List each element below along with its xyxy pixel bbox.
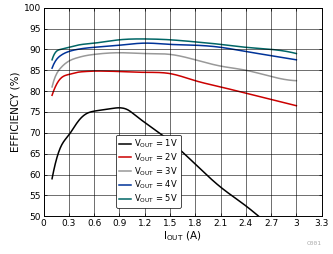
V$_{OUT}$ = 2V (196, 80, 200, 83)
V$_{OUT}$ = 5V (294, 52, 298, 55)
V$_{OUT}$ = 4V (195, 44, 199, 47)
V$_{OUT}$ = 5V (257, 47, 261, 50)
V$_{OUT}$ = 4V (50, 67, 54, 70)
V$_{OUT}$ = 1V (294, 244, 298, 247)
V$_{OUT}$ = 1V (257, 215, 261, 218)
V$_{OUT}$ = 1V (196, 166, 200, 169)
Text: C001: C001 (307, 241, 322, 246)
V$_{OUT}$ = 2V (257, 95, 261, 98)
V$_{OUT}$ = 4V (200, 44, 204, 47)
V$_{OUT}$ = 4V (272, 55, 276, 58)
V$_{OUT}$ = 5V (195, 41, 199, 44)
V$_{OUT}$ = 5V (51, 56, 55, 59)
V$_{OUT}$ = 4V (294, 58, 298, 61)
V$_{OUT}$ = 2V (294, 104, 298, 107)
Line: V$_{OUT}$ = 3V: V$_{OUT}$ = 3V (52, 53, 296, 87)
Line: V$_{OUT}$ = 4V: V$_{OUT}$ = 4V (52, 43, 296, 68)
V$_{OUT}$ = 1V (117, 106, 121, 109)
V$_{OUT}$ = 3V (195, 59, 199, 62)
V$_{OUT}$ = 5V (196, 41, 200, 44)
V$_{OUT}$ = 3V (196, 59, 200, 62)
V$_{OUT}$ = 4V (196, 44, 200, 47)
V$_{OUT}$ = 2V (51, 91, 55, 94)
V$_{OUT}$ = 3V (50, 85, 54, 88)
V$_{OUT}$ = 5V (272, 48, 276, 51)
V$_{OUT}$ = 2V (272, 99, 276, 102)
V$_{OUT}$ = 5V (138, 37, 142, 40)
V$_{OUT}$ = 3V (200, 60, 204, 63)
V$_{OUT}$ = 3V (118, 51, 122, 54)
V$_{OUT}$ = 3V (257, 72, 261, 75)
V$_{OUT}$ = 1V (50, 177, 54, 180)
V$_{OUT}$ = 4V (51, 65, 55, 68)
Line: V$_{OUT}$ = 1V: V$_{OUT}$ = 1V (52, 108, 296, 245)
Line: V$_{OUT}$ = 5V: V$_{OUT}$ = 5V (52, 39, 296, 60)
V$_{OUT}$ = 5V (50, 58, 54, 61)
V$_{OUT}$ = 2V (50, 94, 54, 97)
Legend: V$_{OUT}$ = 1V, V$_{OUT}$ = 2V, V$_{OUT}$ = 3V, V$_{OUT}$ = 4V, V$_{OUT}$ = 5V: V$_{OUT}$ = 1V, V$_{OUT}$ = 2V, V$_{OUT}… (116, 135, 180, 208)
V$_{OUT}$ = 1V (272, 228, 276, 231)
Line: V$_{OUT}$ = 2V: V$_{OUT}$ = 2V (52, 71, 296, 106)
V$_{OUT}$ = 2V (96, 70, 100, 73)
X-axis label: I$_{OUT}$ (A): I$_{OUT}$ (A) (164, 229, 202, 243)
Y-axis label: EFFICIENCY (%): EFFICIENCY (%) (11, 72, 21, 152)
V$_{OUT}$ = 2V (195, 80, 199, 83)
V$_{OUT}$ = 4V (144, 42, 148, 45)
V$_{OUT}$ = 3V (51, 82, 55, 85)
V$_{OUT}$ = 3V (272, 76, 276, 79)
V$_{OUT}$ = 5V (200, 41, 204, 44)
V$_{OUT}$ = 2V (200, 81, 204, 84)
V$_{OUT}$ = 1V (195, 165, 199, 168)
V$_{OUT}$ = 3V (294, 79, 298, 82)
V$_{OUT}$ = 4V (257, 52, 261, 55)
V$_{OUT}$ = 1V (200, 169, 204, 172)
V$_{OUT}$ = 1V (51, 173, 55, 176)
